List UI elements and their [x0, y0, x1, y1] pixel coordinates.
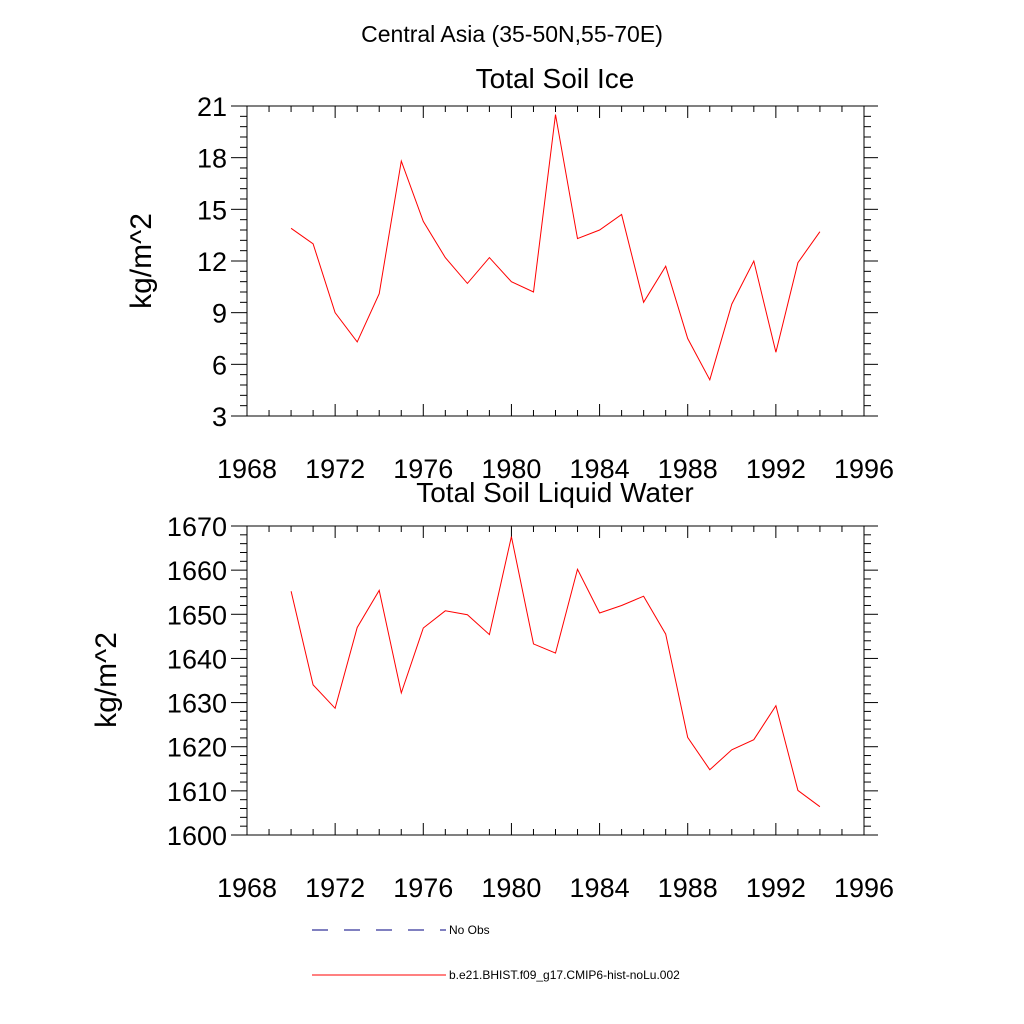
x-tick-label: 1968	[217, 873, 277, 903]
y-tick-label: 1600	[167, 821, 227, 851]
y-tick-label: 1650	[167, 600, 227, 630]
y-tick-label: 1620	[167, 733, 227, 763]
series-line	[290, 114, 821, 382]
y-tick-label: 18	[197, 144, 227, 174]
chart-panel-soil-liquid-water: Total Soil Liquid Water kg/m^2 1968 1972 1…	[90, 477, 894, 903]
x-tick-label: 1988	[658, 454, 718, 484]
y-tick-label: 12	[197, 247, 227, 277]
y-tick-label: 1660	[167, 556, 227, 586]
y-tick-label: 15	[197, 195, 227, 225]
y-tick-label: 9	[212, 299, 227, 329]
y-tick-label: 3	[212, 402, 227, 432]
x-tick-label: 1984	[570, 454, 630, 484]
x-tick-label: 1992	[746, 873, 806, 903]
chart-title: Total Soil Ice	[476, 63, 635, 94]
x-tick-label: 1976	[393, 454, 453, 484]
x-tick-label: 1984	[570, 873, 630, 903]
x-tick-label: 1972	[305, 873, 365, 903]
y-axis-label: kg/m^2	[125, 213, 158, 309]
x-tick-label: 1968	[217, 454, 277, 484]
legend-label: b.e21.BHIST.f09_g17.CMIP6-hist-noLu.002	[449, 968, 680, 982]
legend: No Obs b.e21.BHIST.f09_g17.CMIP6-hist-noL…	[312, 923, 680, 982]
y-tick-label: 6	[212, 350, 227, 380]
y-tick-label: 21	[197, 92, 227, 122]
y-tick-label: 1630	[167, 689, 227, 719]
plot-frame	[246, 525, 865, 836]
x-tick-label: 1996	[834, 873, 894, 903]
x-tick-label: 1992	[746, 454, 806, 484]
y-tick-label: 1610	[167, 777, 227, 807]
chart-title: Total Soil Liquid Water	[416, 477, 694, 508]
x-tick-label: 1988	[658, 873, 718, 903]
legend-label: No Obs	[449, 923, 490, 937]
plot-frame	[246, 105, 865, 417]
x-tick-label: 1980	[481, 454, 541, 484]
figure-suptitle: Central Asia (35-50N,55-70E)	[361, 21, 663, 47]
y-axis-label: kg/m^2	[90, 632, 123, 728]
y-tick-label: 1640	[167, 644, 227, 674]
x-tick-label: 1980	[481, 873, 541, 903]
y-tick-label: 1670	[167, 512, 227, 542]
chart-panel-soil-ice: Total Soil Ice kg/m^2 1968 1972 1976 1980 19…	[125, 63, 894, 484]
series-line	[290, 536, 821, 808]
x-tick-label: 1976	[393, 873, 453, 903]
x-tick-label: 1972	[305, 454, 365, 484]
x-tick-label: 1996	[834, 454, 894, 484]
